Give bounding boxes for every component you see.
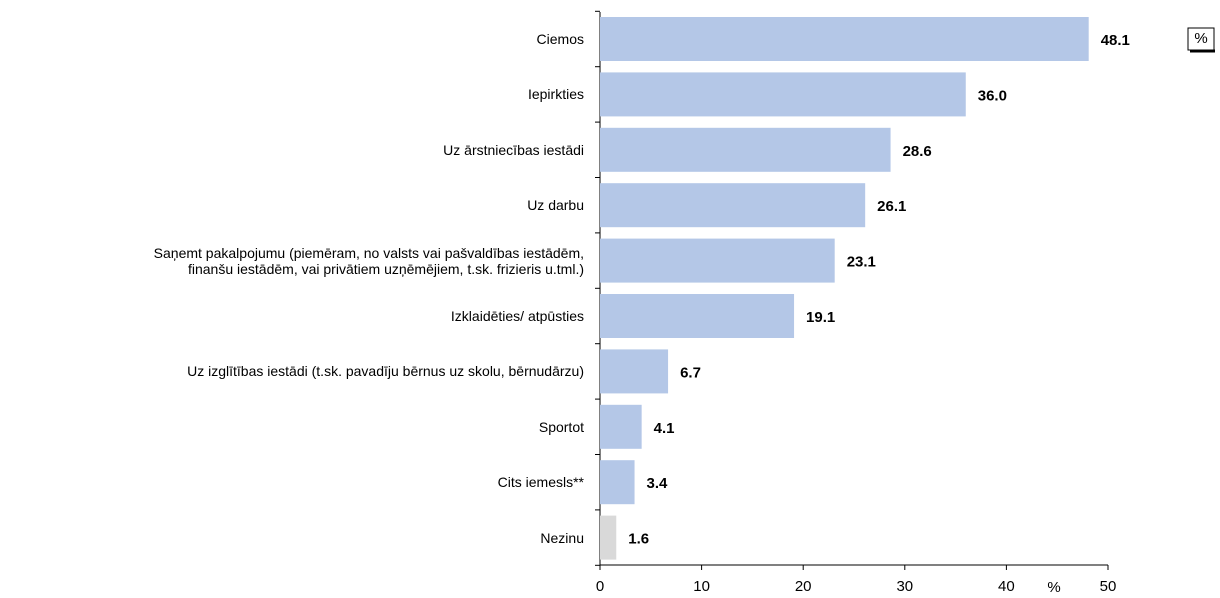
category-label: Ciemos: [536, 31, 584, 47]
category-label: Saņemt pakalpojumu (piemēram, no valsts …: [153, 244, 584, 277]
x-tick-label: 20: [795, 578, 812, 595]
bar: [600, 183, 866, 228]
category-label: Uz darbu: [527, 197, 584, 214]
value-label: 23.1: [847, 254, 876, 271]
x-tick-label: 40: [998, 578, 1015, 595]
x-tick-label: 10: [693, 578, 710, 595]
category-label: Iepirkties: [527, 86, 584, 103]
unit-box-label: %: [1194, 30, 1207, 47]
value-label: 19.1: [806, 309, 835, 326]
value-label: 28.6: [903, 143, 932, 160]
value-label: 3.4: [647, 475, 669, 492]
value-label: 4.1: [654, 420, 675, 437]
category-label: Izklaidēties/ atpūsties: [450, 308, 584, 324]
x-tick-label: 50: [1100, 578, 1117, 595]
bar: [600, 349, 669, 394]
bar: [600, 515, 617, 560]
value-label: 1.6: [628, 531, 649, 548]
bar: [600, 404, 642, 449]
bar: [600, 72, 966, 117]
value-label: 26.1: [877, 198, 906, 215]
category-label: Uz izglītības iestādi (t.sk. pavadīju bē…: [187, 363, 584, 380]
value-label: 48.1: [1101, 32, 1130, 49]
bar: [600, 127, 891, 172]
bar: [600, 17, 1089, 61]
category-label: Sportot: [538, 418, 584, 435]
value-label: 36.0: [978, 87, 1007, 104]
category-label: Cits iemesls**: [497, 474, 584, 491]
x-tick-label: 0: [596, 578, 604, 595]
x-axis-label: %: [1047, 579, 1060, 596]
x-tick-label: 30: [896, 578, 913, 595]
bar: [600, 238, 835, 283]
category-label: Nezinu: [540, 529, 584, 546]
bar: [600, 294, 795, 338]
bar: [600, 460, 635, 505]
category-label: Uz ārstniecības iestādi: [443, 141, 584, 158]
value-label: 6.7: [680, 364, 701, 381]
